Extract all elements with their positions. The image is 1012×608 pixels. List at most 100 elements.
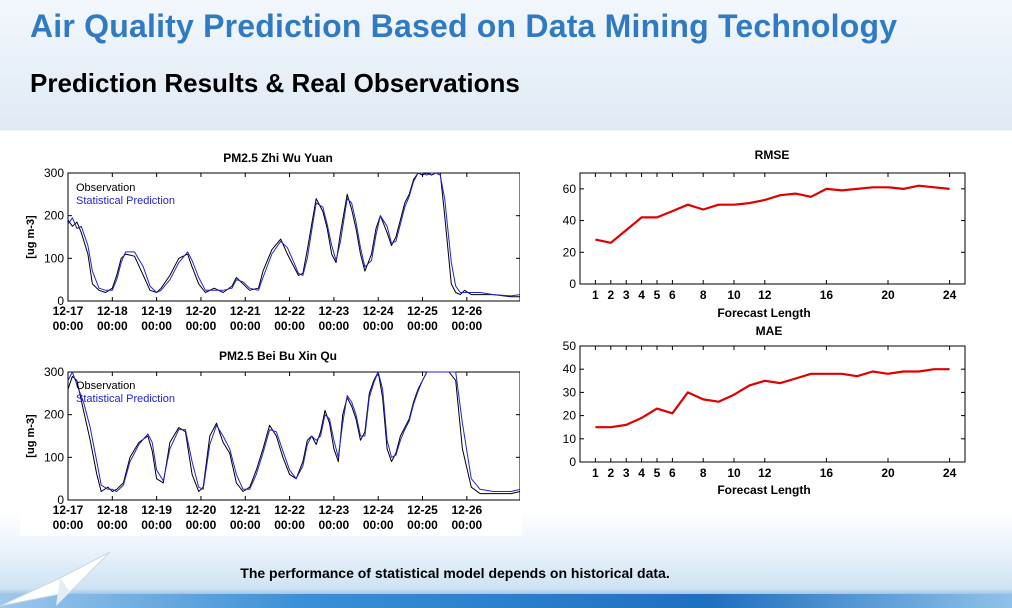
- y-tick-label: 100: [44, 251, 64, 265]
- chart-title: PM2.5 Bei Bu Xin Qu: [219, 349, 337, 363]
- legend-statistical-prediction: Statistical Prediction: [76, 393, 175, 405]
- y-tick-label: 50: [563, 339, 577, 353]
- chart-pm25-zhi-wu-yuan: PM2.5 Zhi Wu Yuan [ug m-3] 0 100 200 300 12-…: [25, 151, 520, 333]
- legend-observation: Observation: [76, 380, 135, 392]
- x-tick-label-date: 12-18: [97, 304, 128, 318]
- slide-caption: The performance of statistical model dep…: [240, 565, 670, 581]
- x-tick-label: 16: [820, 466, 834, 480]
- x-tick-label-time: 00:00: [407, 518, 438, 532]
- x-tick-label-date: 12-18: [97, 503, 128, 517]
- x-tick-label-date: 12-19: [141, 503, 172, 517]
- x-tick-label: 20: [881, 288, 895, 302]
- slide-title: Air Quality Prediction Based on Data Min…: [30, 8, 898, 44]
- chart-title: MAE: [756, 324, 783, 338]
- chart-pm25-bei-bu-xin-qu: PM2.5 Bei Bu Xin Qu [ug m-3] 0 100 200 300 1…: [25, 349, 520, 532]
- y-axis-label: [ug m-3]: [25, 414, 37, 458]
- x-tick-label-time: 00:00: [451, 319, 482, 333]
- x-tick-label: 8: [700, 288, 707, 302]
- x-tick-label-date: 12-23: [319, 503, 350, 517]
- x-tick-label-date: 12-26: [451, 503, 482, 517]
- x-tick-label-time: 00:00: [230, 518, 261, 532]
- x-tick-label-date: 12-24: [363, 304, 394, 318]
- plot-frame: [67, 371, 520, 501]
- left-chart-panel: [20, 138, 522, 536]
- x-tick-label-time: 00:00: [230, 319, 261, 333]
- slide-subtitle: Prediction Results & Real Observations: [30, 68, 520, 98]
- x-tick-label-time: 00:00: [97, 518, 128, 532]
- x-tick-label: 3: [623, 466, 630, 480]
- x-tick-label-date: 12-21: [230, 503, 261, 517]
- footer-strip: [0, 594, 1012, 608]
- x-tick-label-date: 12-26: [451, 304, 482, 318]
- x-axis-label: Forecast Length: [717, 306, 810, 320]
- x-tick-label-date: 12-24: [363, 503, 394, 517]
- x-tick-label-date: 12-22: [274, 503, 305, 517]
- x-tick-label-time: 00:00: [274, 319, 305, 333]
- y-tick-label: 300: [44, 166, 64, 180]
- x-tick-label: 1: [592, 466, 599, 480]
- x-tick-label: 12: [758, 288, 772, 302]
- plot-frame: [579, 345, 966, 463]
- legend-statistical-prediction: Statistical Prediction: [76, 195, 175, 207]
- x-tick-label-time: 00:00: [319, 518, 350, 532]
- x-tick-label: 5: [654, 466, 661, 480]
- x-tick-label-date: 12-17: [53, 503, 84, 517]
- x-tick-label-time: 00:00: [186, 518, 217, 532]
- y-tick-label: 10: [563, 432, 577, 446]
- x-tick-label: 24: [943, 466, 957, 480]
- x-tick-label: 4: [638, 288, 645, 302]
- prediction-series-line: [67, 371, 520, 492]
- y-tick-label: 200: [44, 209, 64, 223]
- plot-frame: [67, 172, 520, 302]
- x-tick-label-date: 12-20: [186, 503, 217, 517]
- x-tick-label: 5: [654, 288, 661, 302]
- chart-title: RMSE: [755, 148, 790, 162]
- y-tick-label: 0: [569, 455, 576, 469]
- x-tick-label-time: 00:00: [186, 319, 217, 333]
- y-tick-label: 20: [563, 245, 577, 259]
- y-tick-label: 300: [44, 365, 64, 379]
- observation-series-line: [67, 172, 520, 298]
- legend-observation: Observation: [76, 182, 135, 194]
- x-tick-label-time: 00:00: [141, 518, 172, 532]
- error-series-line: [595, 184, 950, 244]
- x-tick-label: 6: [669, 288, 676, 302]
- y-tick-label: 100: [44, 450, 64, 464]
- error-series-line: [595, 368, 950, 429]
- y-tick-label: 60: [563, 182, 577, 196]
- x-tick-label: 2: [607, 288, 614, 302]
- y-tick-label: 20: [563, 409, 577, 423]
- x-tick-label: 10: [727, 288, 741, 302]
- chart-title: PM2.5 Zhi Wu Yuan: [223, 151, 333, 165]
- plot-frame: [579, 172, 966, 285]
- x-tick-label-date: 12-17: [53, 304, 84, 318]
- x-tick-label-time: 00:00: [319, 319, 350, 333]
- x-tick-label: 24: [943, 288, 957, 302]
- x-tick-label: 16: [820, 288, 834, 302]
- x-tick-label-time: 00:00: [274, 518, 305, 532]
- prediction-series-line: [67, 172, 520, 297]
- x-tick-label-date: 12-20: [186, 304, 217, 318]
- x-tick-label: 6: [669, 466, 676, 480]
- x-tick-label-time: 00:00: [451, 518, 482, 532]
- y-tick-label: 40: [563, 214, 577, 228]
- y-tick-label: 40: [563, 362, 577, 376]
- x-tick-label-date: 12-23: [319, 304, 350, 318]
- x-tick-label-time: 00:00: [141, 319, 172, 333]
- x-tick-label: 8: [700, 466, 707, 480]
- y-tick-label: 0: [57, 493, 64, 507]
- y-tick-label: 30: [563, 385, 577, 399]
- y-axis-label: [ug m-3]: [25, 215, 37, 259]
- x-tick-label: 4: [638, 466, 645, 480]
- x-tick-label-time: 00:00: [363, 319, 394, 333]
- paper-plane-decoration: [0, 551, 111, 607]
- x-tick-label-time: 00:00: [363, 518, 394, 532]
- x-tick-label: 20: [881, 466, 895, 480]
- x-tick-label: 12: [758, 466, 772, 480]
- x-tick-label-time: 00:00: [97, 319, 128, 333]
- x-tick-label: 1: [592, 288, 599, 302]
- x-tick-label-date: 12-25: [407, 304, 438, 318]
- x-tick-label-date: 12-19: [141, 304, 172, 318]
